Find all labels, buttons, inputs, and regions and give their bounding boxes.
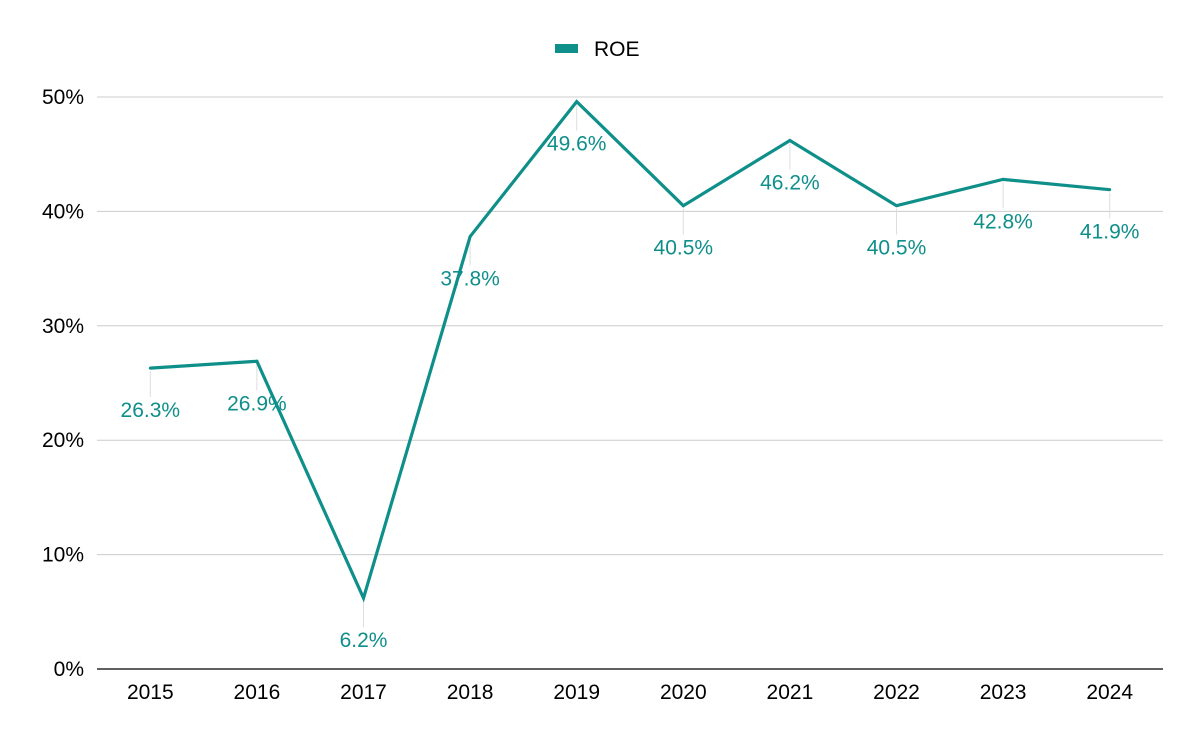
legend-swatch xyxy=(555,44,578,53)
x-tick-label: 2024 xyxy=(1086,681,1133,704)
x-tick-label: 2015 xyxy=(127,681,174,704)
x-tick-label: 2022 xyxy=(873,681,920,704)
legend: ROE xyxy=(555,38,640,61)
y-tick-label: 30% xyxy=(42,315,84,338)
y-tick-label: 0% xyxy=(54,658,84,681)
data-point xyxy=(575,100,579,104)
legend-label: ROE xyxy=(594,38,640,61)
data-label: 26.9% xyxy=(227,392,287,415)
data-point xyxy=(895,204,898,208)
data-point xyxy=(681,204,685,208)
x-tick-label: 2017 xyxy=(340,681,387,704)
data-label: 37.8% xyxy=(440,268,500,291)
data-point xyxy=(468,235,472,239)
y-tick-label: 10% xyxy=(42,544,84,567)
data-point xyxy=(255,359,259,363)
gridlines xyxy=(97,96,1163,556)
data-point xyxy=(1001,177,1005,181)
y-axis: 0% 10% 20% 30% 40% 50% xyxy=(42,86,84,681)
x-tick-label: 2018 xyxy=(447,681,494,704)
x-tick-label: 2023 xyxy=(980,681,1027,704)
data-labels: 26.3% 26.9% 6.2% 37.8% 49.6% 40.5% 46.2% 40.5% 4… xyxy=(121,133,1140,652)
y-tick-label: 20% xyxy=(42,429,84,452)
data-label: 49.6% xyxy=(547,133,607,156)
x-tick-label: 2016 xyxy=(234,681,281,704)
data-label: 40.5% xyxy=(867,237,927,260)
y-tick-label: 50% xyxy=(42,86,84,109)
data-label: 41.9% xyxy=(1080,221,1140,244)
x-axis: 2015 2016 2017 2018 2019 2020 2021 2022 2023 2024 xyxy=(97,668,1163,704)
x-tick-label: 2019 xyxy=(553,681,600,704)
series-layer xyxy=(148,99,1112,603)
data-point xyxy=(1108,188,1112,192)
data-label: 40.5% xyxy=(654,237,714,260)
data-label: 26.3% xyxy=(121,399,181,422)
data-label-leaders xyxy=(149,104,1111,628)
x-tick-label: 2020 xyxy=(660,681,707,704)
data-label: 42.8% xyxy=(973,210,1033,233)
data-label: 46.2% xyxy=(760,171,820,194)
x-tick-label: 2021 xyxy=(767,681,814,704)
data-point xyxy=(148,366,152,370)
data-label: 6.2% xyxy=(340,629,388,652)
series-line-roe xyxy=(150,99,1110,603)
data-point xyxy=(788,138,792,142)
data-point xyxy=(362,596,365,600)
y-tick-label: 40% xyxy=(42,200,84,223)
